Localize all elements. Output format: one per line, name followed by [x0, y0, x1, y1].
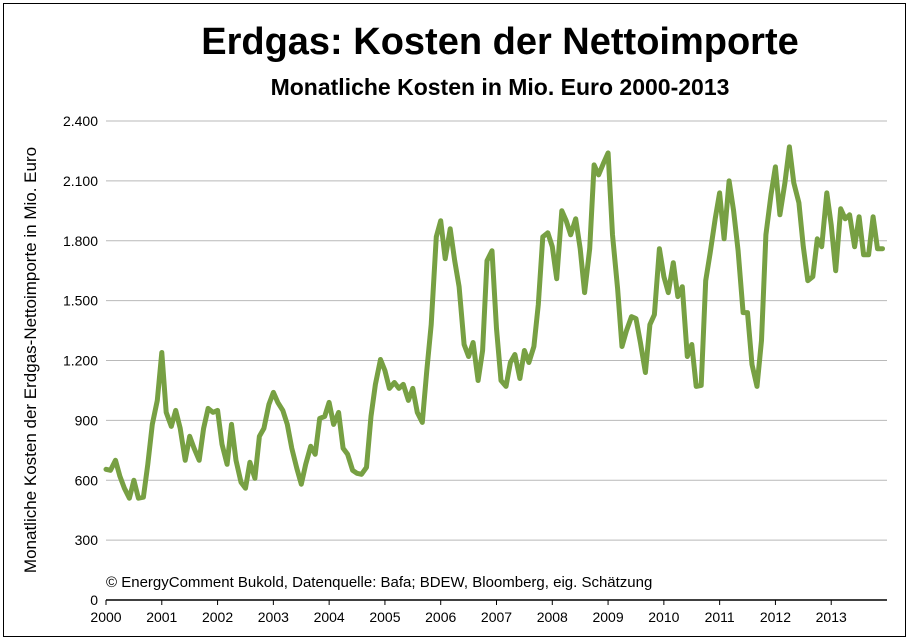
y-tick-label: 300 — [75, 532, 99, 548]
chart-frame — [3, 3, 906, 637]
x-tick-label: 2009 — [592, 609, 623, 625]
y-tick-label: 900 — [75, 412, 99, 428]
x-tick-label: 2000 — [90, 609, 121, 625]
source-annotation: © EnergyComment Bukold, Datenquelle: Baf… — [106, 574, 652, 591]
y-tick-label: 2.400 — [63, 113, 98, 129]
y-tick-label: 600 — [75, 472, 99, 488]
y-tick-label: 1.800 — [63, 233, 98, 249]
chart-subtitle: Monatliche Kosten in Mio. Euro 2000-2013 — [271, 74, 730, 100]
y-tick-label: 1.200 — [63, 353, 98, 369]
y-axis-label: Monatliche Kosten der Erdgas-Nettoimport… — [21, 147, 40, 573]
x-tick-label: 2008 — [537, 609, 568, 625]
y-axis-ticks: 0 300 600 900 1.200 1.500 1.800 2.100 2.400 — [63, 113, 98, 608]
x-tick-label: 2006 — [425, 609, 456, 625]
x-tick-label: 2004 — [314, 609, 345, 625]
x-tick-label: 2003 — [258, 609, 289, 625]
y-tick-label: 1.500 — [63, 293, 98, 309]
x-tick-label: 2001 — [146, 609, 177, 625]
x-tick-label: 2007 — [481, 609, 512, 625]
series-line — [103, 144, 885, 501]
x-tick-label: 2005 — [369, 609, 400, 625]
x-tick-label: 2010 — [648, 609, 679, 625]
x-tick-label: 2013 — [816, 609, 847, 625]
y-tick-label: 0 — [90, 592, 98, 608]
y-tick-label: 2.100 — [63, 173, 98, 189]
chart-title: Erdgas: Kosten der Nettoimporte — [201, 21, 799, 63]
x-tick-label: 2002 — [202, 609, 233, 625]
x-tick-label: 2011 — [705, 609, 735, 625]
x-tick-label: 2012 — [760, 609, 791, 625]
x-axis-ticks: 2000 2001 2002 2003 2004 2005 2006 2007 2008 2009… — [90, 600, 847, 625]
